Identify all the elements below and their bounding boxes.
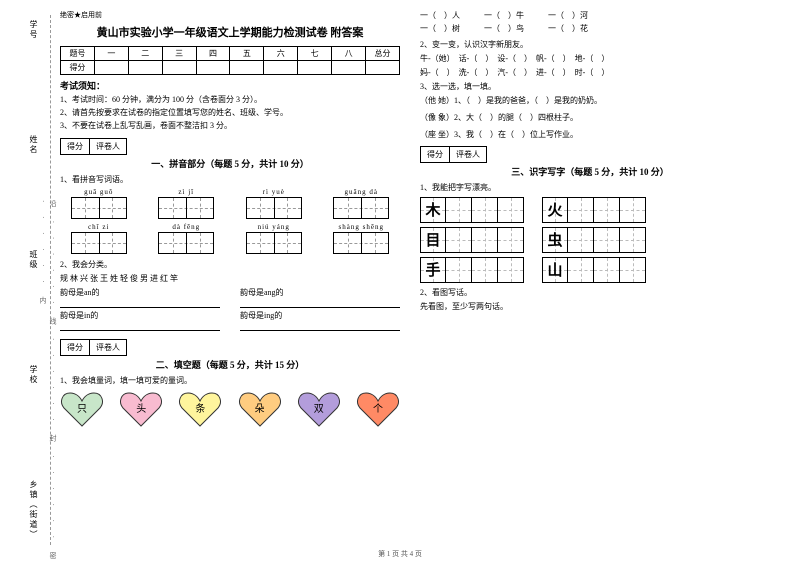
spine-label-school: 学校 [28,365,39,385]
tian-box-group: 虫 [542,227,646,253]
char-list: 规 林 兴 张 王 姓 轻 俊 男 进 红 竿 [60,273,400,284]
rule-item: 2、请首先按要求在试卷的指定位置填写您的姓名、班级、学号。 [60,107,400,118]
question-2-2: 2、变一变，认识汉字新朋友。 [420,39,760,50]
left-column: 绝密★启用前 黄山市实验小学一年级语文上学期能力检测试卷 附答案 题号 一 二 … [60,10,400,428]
question-3-1: 1、我能把字写漂亮。 [420,182,760,193]
score-table: 题号 一 二 三 四 五 六 七 八 总分 得分 [60,46,400,75]
heart-icon: 双 [297,390,341,428]
page-footer: 第 1 页 共 4 页 [0,549,800,559]
heart-icon: 头 [119,390,163,428]
table-row: 题号 一 二 三 四 五 六 七 八 总分 [61,47,400,61]
fill-blanks: 一（ ）人 一（ ）牛 一（ ）河 一（ ）树 一（ ）鸟 一（ ）花 [420,10,760,36]
spine-seal-note: 沿 · · · · · · 线 · · · · · · 封 · · · · · … [38,200,58,565]
tian-box-group: 山 [542,257,646,283]
tian-grid [71,197,127,219]
spine-label-town: 乡镇（街道） [28,480,39,540]
rule-item: 1、考试时间：60 分钟，满分为 100 分（含卷面分 3 分）。 [60,94,400,105]
table-row: 得分 [61,61,400,75]
rule-item: 3、不要在试卷上乱写乱画，卷面不整洁扣 3 分。 [60,120,400,131]
spine-label-name: 姓名 [28,135,39,155]
question-2-3: 3、选一选，填一填。 [420,81,760,92]
heart-icon: 朵 [238,390,282,428]
section-1-title: 一、拼音部分（每题 5 分，共计 10 分） [60,157,400,170]
question-1-2: 2、我会分类。 [60,259,400,270]
section-2-title: 二、填空题（每题 5 分，共计 15 分） [60,358,400,371]
mark-box: 得分 评卷人 [60,339,400,356]
tian-box-group: 目 [420,227,524,253]
secret-tag: 绝密★启用前 [60,10,400,20]
heart-icon: 只 [60,390,104,428]
grader-cell: 评卷人 [89,138,127,155]
pinyin-row: chǐ zi dà fēng niú yáng shàng shēng [60,223,400,256]
tian-box-group: 木 [420,197,524,223]
th: 题号 [61,47,95,61]
question-3-2: 2、看图写话。 [420,287,760,298]
tian-box-group: 手 [420,257,524,283]
spine-label-id: 学号 [28,20,39,40]
pinyin-row: guā guǒ zì jǐ rì yuè guāng dà [60,188,400,221]
answer-line [60,300,220,308]
rules-heading: 考试须知： [60,79,400,92]
heart-icon: 条 [178,390,222,428]
question-2-1: 1、我会填量词，填一填可爱的量词。 [60,375,400,386]
exam-title: 黄山市实验小学一年级语文上学期能力检测试卷 附答案 [60,24,400,40]
char-practice: 木火目虫手山 [420,197,760,283]
mark-box: 得分 评卷人 [60,138,400,155]
mark-box: 得分 评卷人 [420,146,760,163]
spine-labels: 学号 姓名 班级 学校 乡镇（街道） [28,20,39,540]
score-cell: 得分 [60,138,89,155]
heart-icon: 个 [356,390,400,428]
heart-row: 只头条朵双个 [60,390,400,428]
right-column: 一（ ）人 一（ ）牛 一（ ）河 一（ ）树 一（ ）鸟 一（ ）花 2、变一… [420,10,760,428]
tian-box-group: 火 [542,197,646,223]
question-1-1: 1、看拼音写词语。 [60,174,400,185]
binding-spine: 沿 · · · · · · 线 · · · · · · 封 · · · · · … [0,0,60,565]
spine-label-class: 班级 [28,250,39,270]
section-3-title: 三、识字写字（每题 5 分，共计 10 分） [420,165,760,178]
